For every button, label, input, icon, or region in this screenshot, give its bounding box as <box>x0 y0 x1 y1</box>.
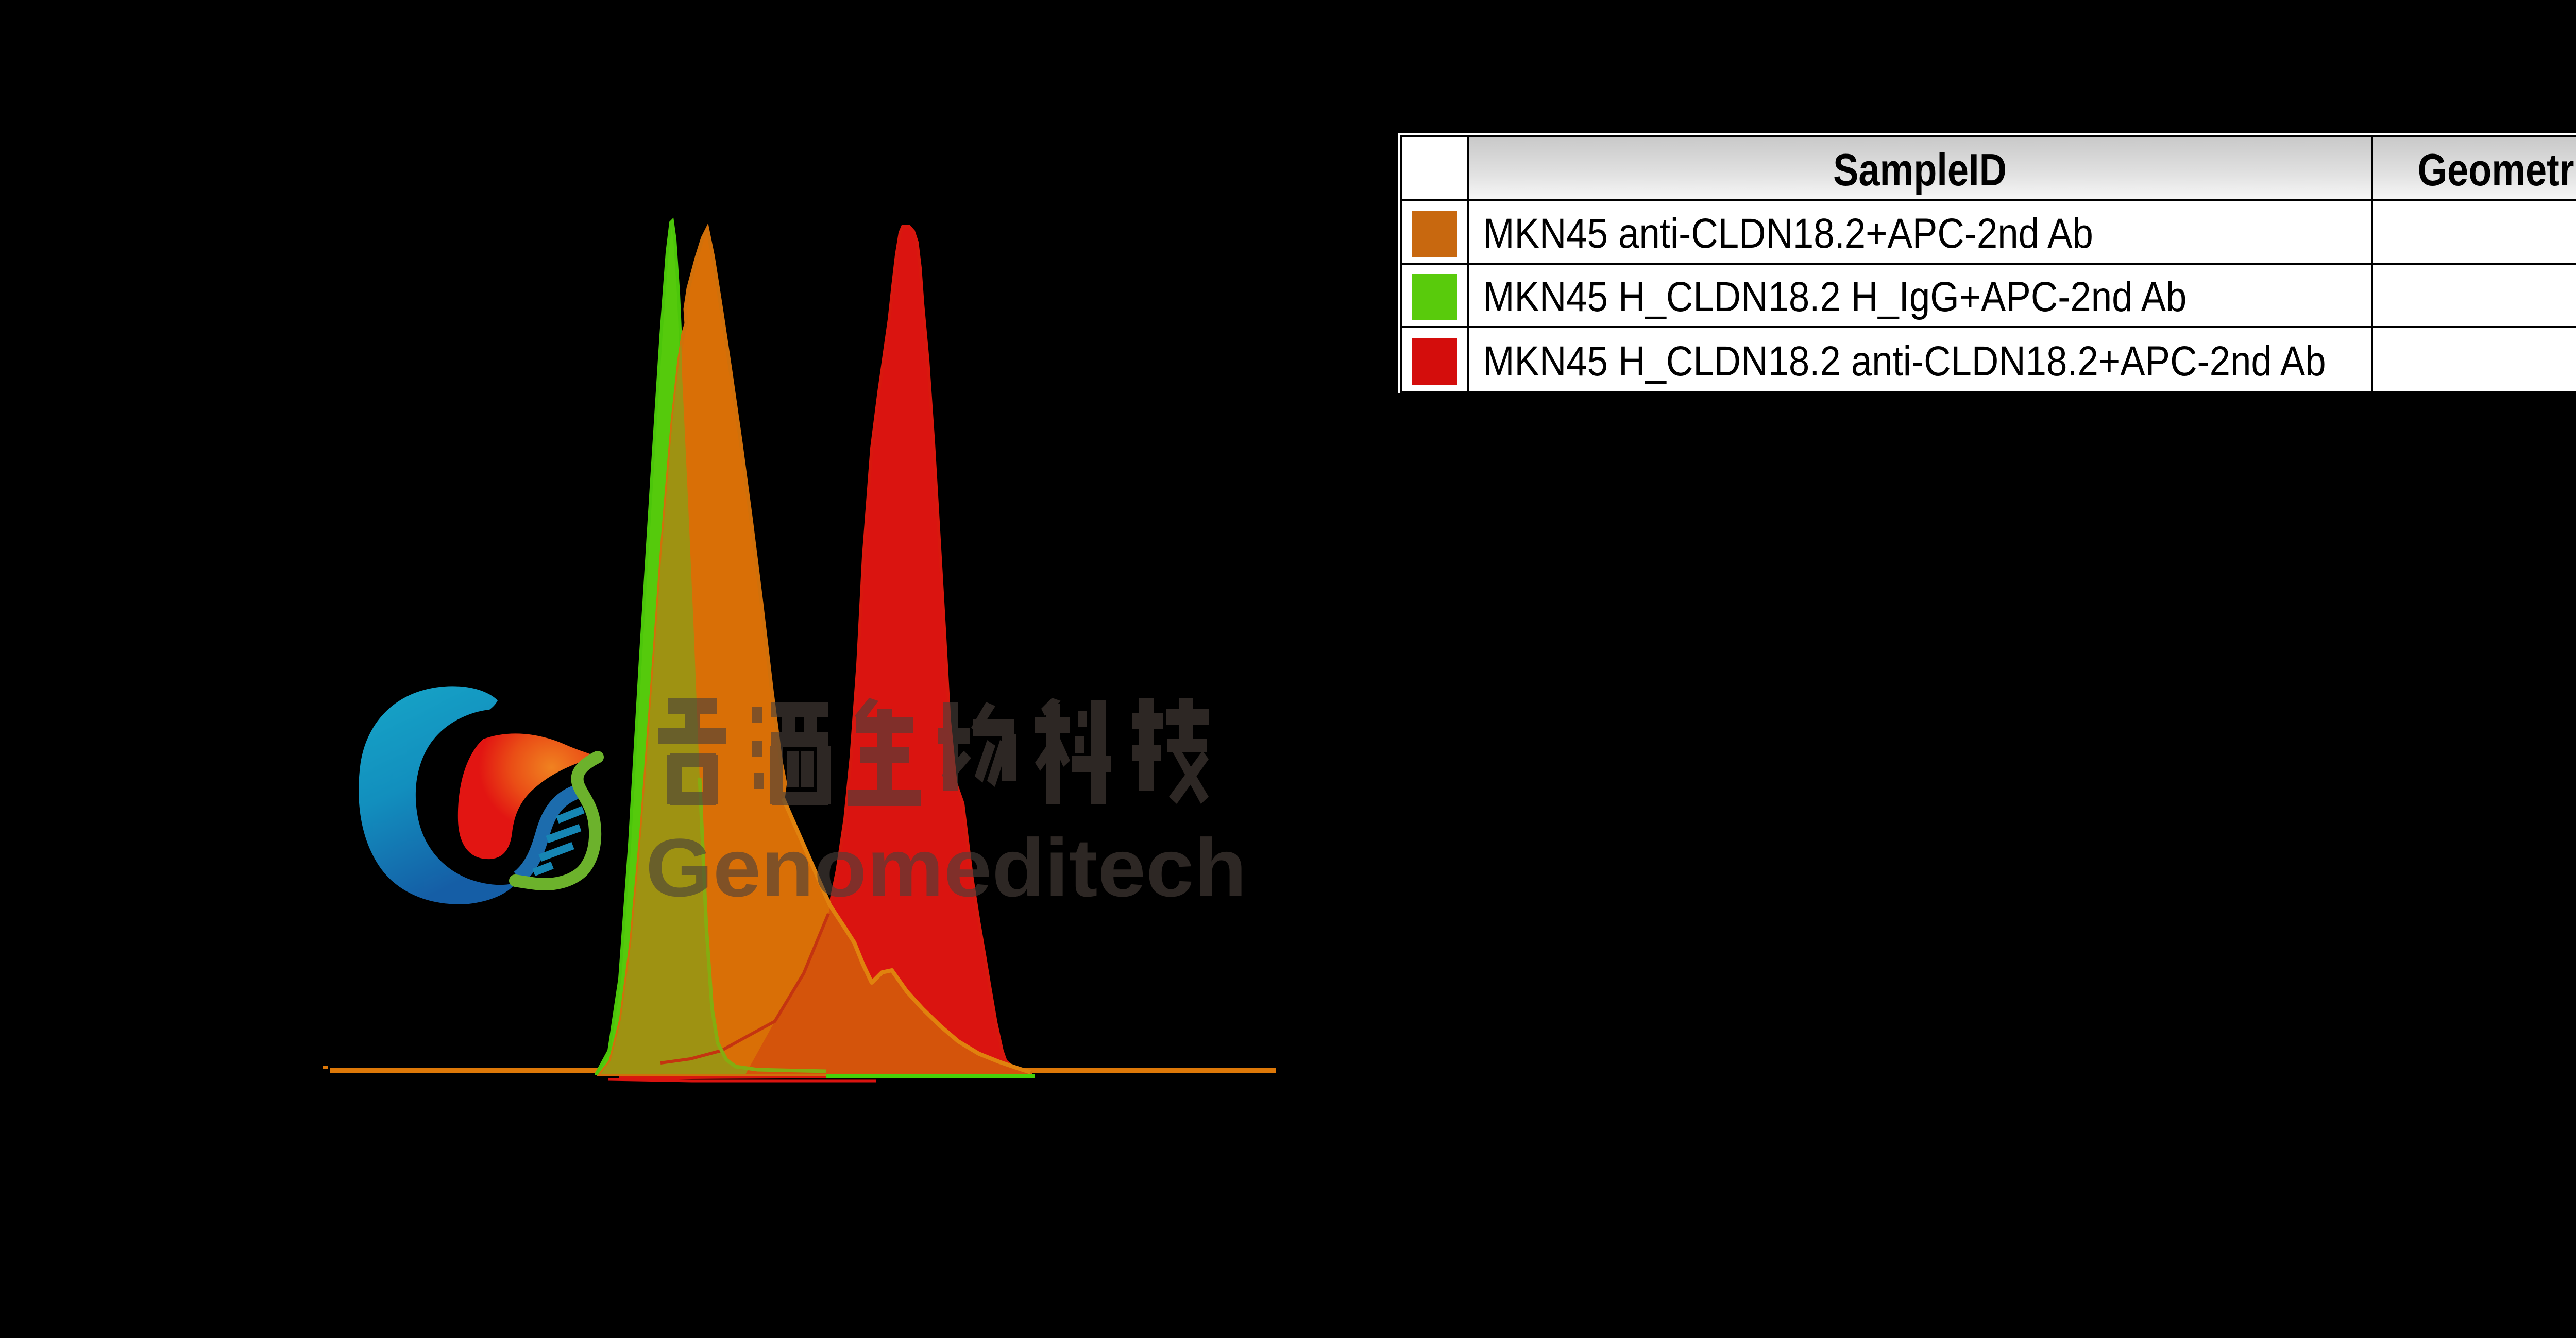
svg-text:Genomeditech: Genomeditech <box>646 821 1247 914</box>
